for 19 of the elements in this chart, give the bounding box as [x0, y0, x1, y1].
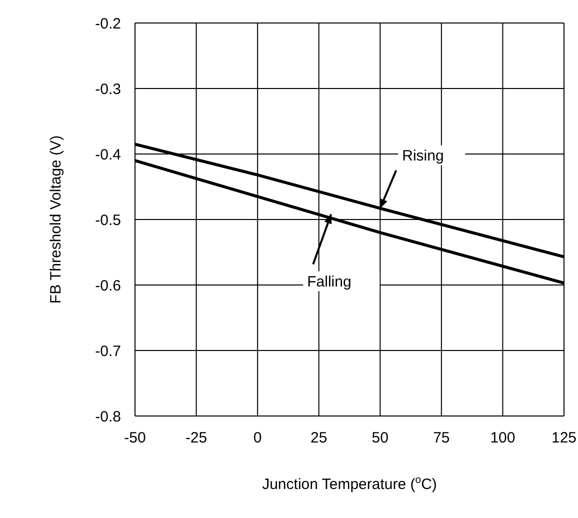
x-tick-label: 75 [433, 430, 450, 447]
x-axis-title: Junction Temperature ($^{o}$C) [262, 474, 437, 493]
x-tick-label: 0 [253, 430, 262, 447]
y-tick-label: -0.2 [95, 15, 121, 32]
y-tick-label: -0.3 [95, 80, 121, 98]
y-tick-label: -0.6 [95, 277, 121, 294]
y-tick-label: -0.5 [95, 212, 121, 229]
y-tick-label: -0.4 [95, 146, 121, 164]
annotation: Falling [307, 273, 352, 290]
y-axis-title: FB Threshold Voltage (V) [47, 135, 64, 304]
y-tick-label: -0.7 [95, 342, 121, 360]
x-tick-label: 50 [372, 430, 388, 447]
x-tick-label: 125 [551, 430, 577, 447]
x-tick-label: -50 [124, 430, 146, 447]
annotation: Rising [402, 147, 444, 164]
x-tick-label: -25 [185, 430, 208, 447]
x-tick-label: 25 [310, 430, 328, 447]
y-tick-label: -0.8 [95, 408, 121, 426]
x-tick-label: 100 [490, 430, 516, 447]
